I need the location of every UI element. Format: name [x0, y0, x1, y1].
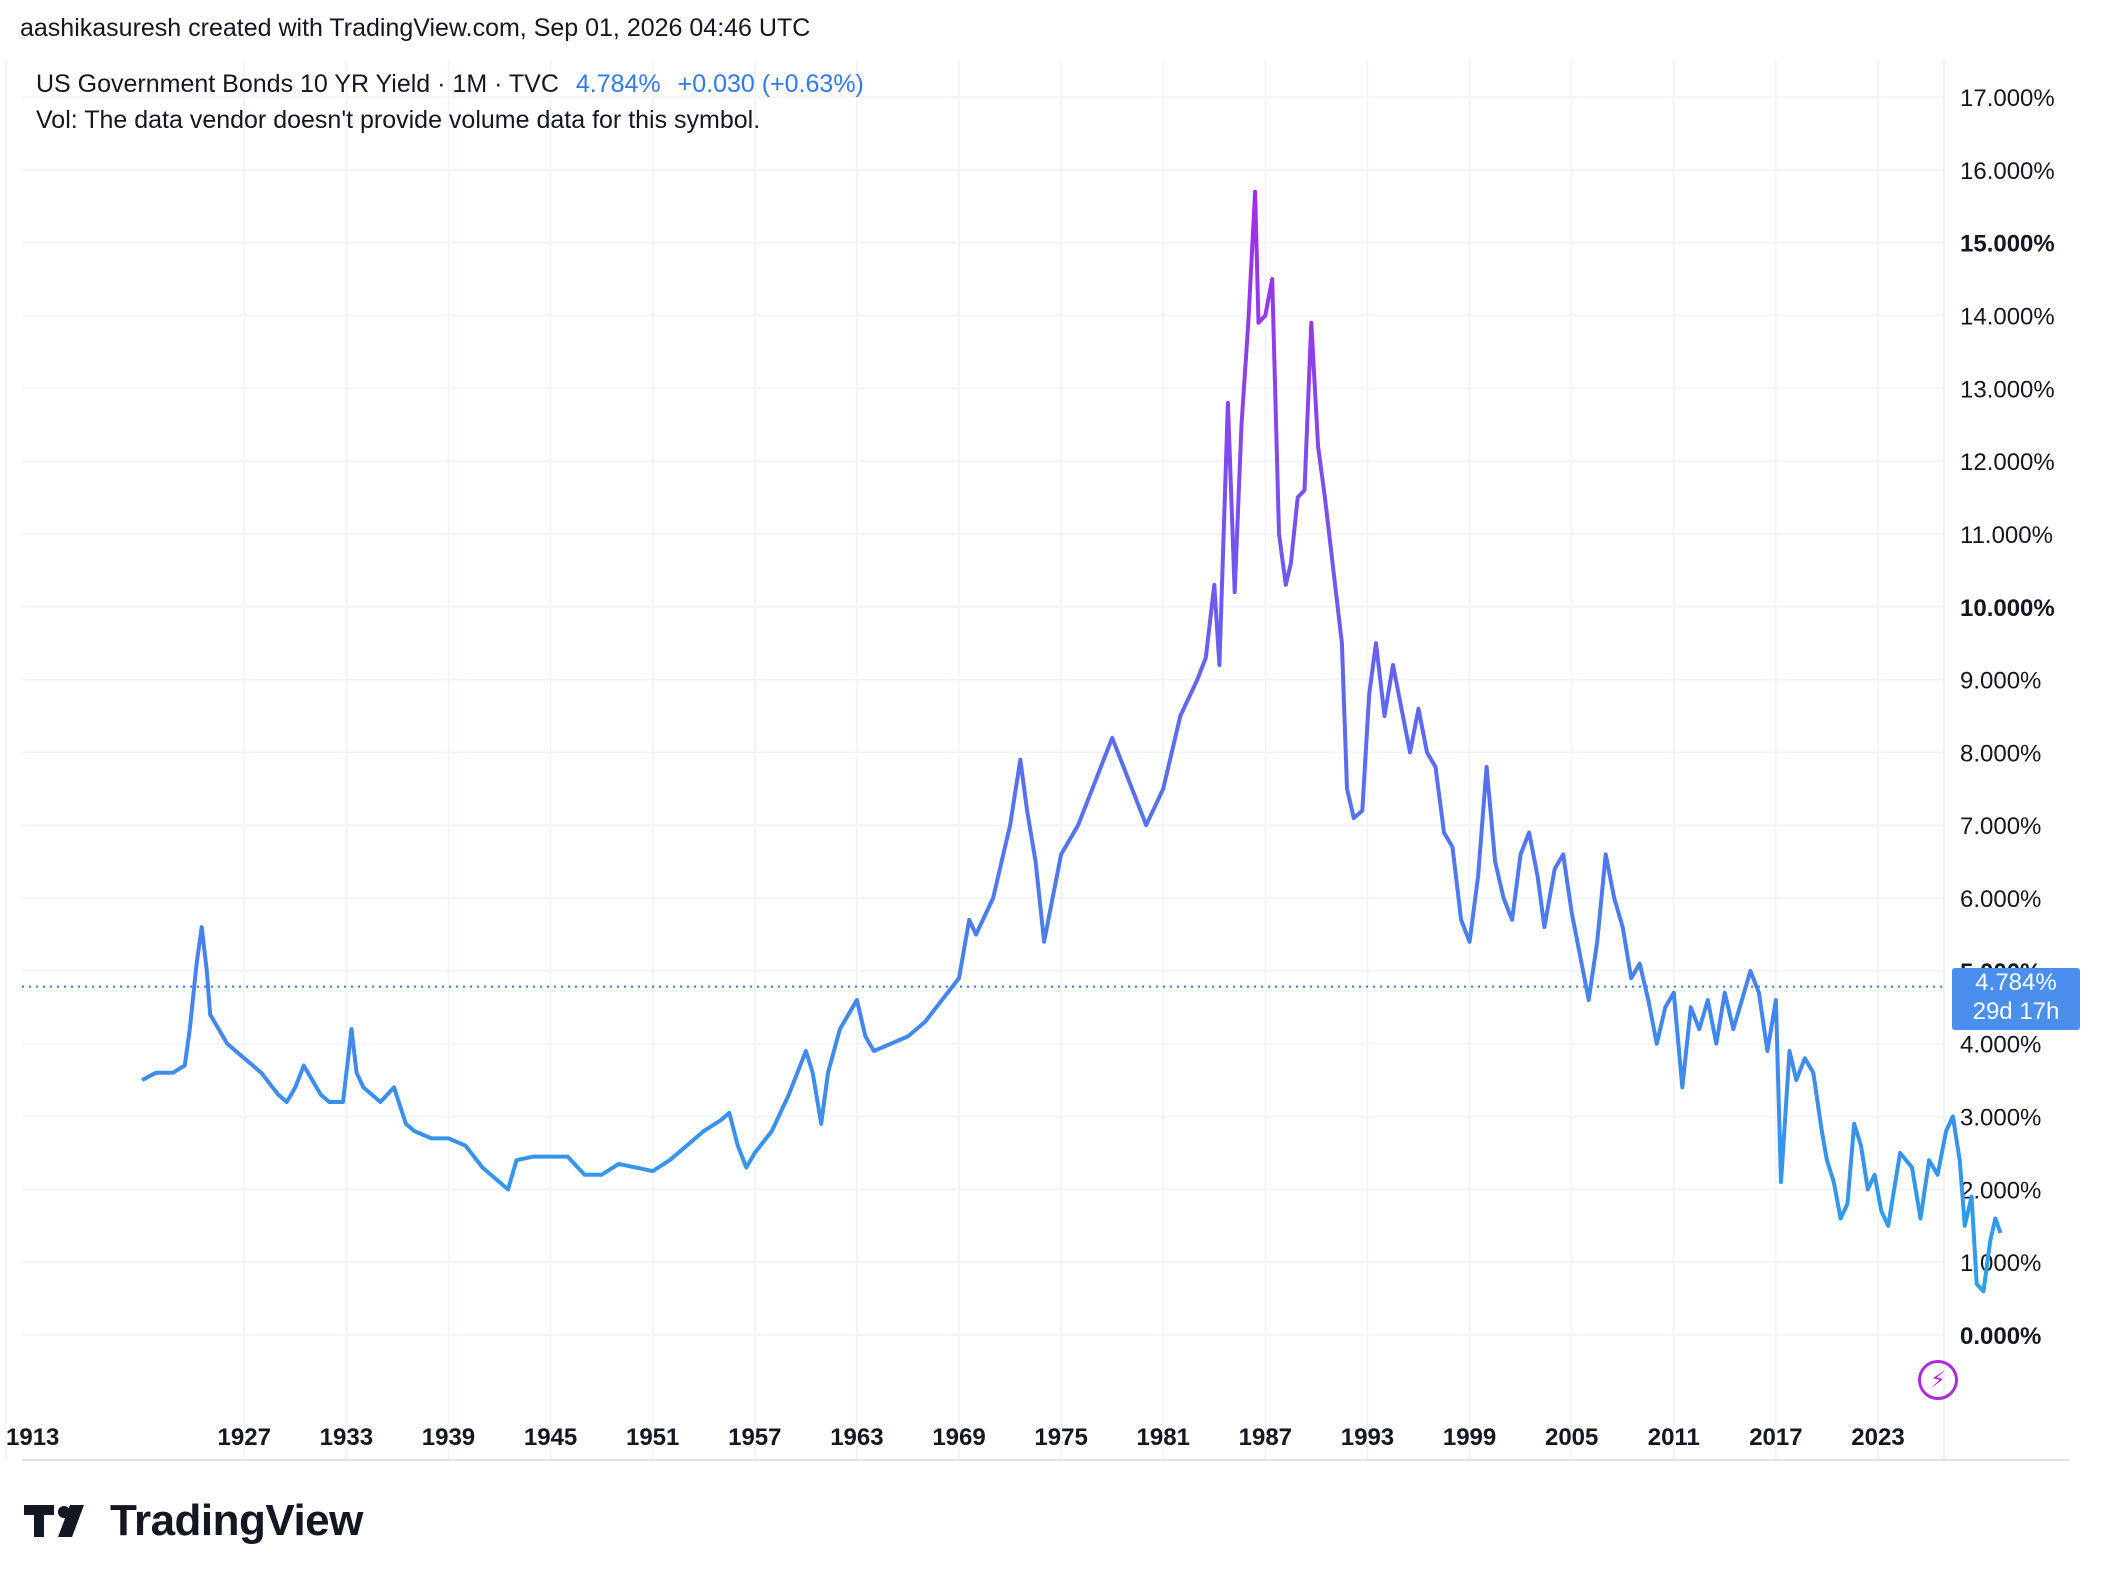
y-tick-label: 14.000% — [1960, 303, 2055, 330]
y-tick-label: 3.000% — [1960, 1105, 2041, 1132]
grid — [5, 60, 1944, 1460]
legend-change: +0.030 (+0.63%) — [677, 70, 864, 98]
x-tick-label: 1981 — [1137, 1424, 1190, 1451]
x-tick-label: 1939 — [422, 1424, 475, 1451]
x-tick-label: 1975 — [1034, 1424, 1087, 1451]
y-tick-label: 4.000% — [1960, 1032, 2041, 1059]
tradingview-logo[interactable]: TradingView — [24, 1496, 363, 1546]
y-tick-label: 10.000% — [1960, 595, 2055, 622]
x-tick-label: 1993 — [1341, 1424, 1394, 1451]
y-tick-label: 1.000% — [1960, 1250, 2041, 1277]
price-tag: 4.784% 29d 17h — [1952, 968, 2080, 1030]
y-tick-label: 15.000% — [1960, 231, 2055, 258]
x-tick-label: 1927 — [218, 1424, 271, 1451]
x-tick-label: 1913 — [6, 1424, 59, 1451]
x-tick-label: 1987 — [1239, 1424, 1292, 1451]
tv-logo-icon — [24, 1505, 84, 1537]
x-tick-label: 1945 — [524, 1424, 577, 1451]
credit-text: aashikasuresh created with TradingView.c… — [20, 14, 811, 42]
y-axis: 17.000% 16.000% 15.000% 14.000% 13.000% 12.00… — [1960, 85, 2055, 1350]
legend[interactable]: US Government Bonds 10 YR Yield · 1M · T… — [36, 70, 864, 99]
chart-area[interactable]: 1913 1927 1933 1939 1945 1951 1957 1963 1969 1975… — [0, 0, 2108, 1470]
x-tick-label: 1951 — [626, 1424, 679, 1451]
logo-wordmark: TradingView — [110, 1496, 363, 1545]
x-tick-label: 2017 — [1749, 1424, 1802, 1451]
x-tick-label: 1969 — [932, 1424, 985, 1451]
x-tick-label: 2011 — [1648, 1424, 1700, 1451]
x-axis: 1913 1927 1933 1939 1945 1951 1957 1963 1969 1975… — [6, 1424, 1905, 1451]
y-tick-label: 16.000% — [1960, 158, 2055, 185]
x-tick-label: 2023 — [1851, 1424, 1904, 1451]
y-tick-label: 6.000% — [1960, 886, 2041, 913]
chart-svg[interactable]: 1913 1927 1933 1939 1945 1951 1957 1963 1969 1975… — [0, 0, 2108, 1470]
price-tag-countdown: 29d 17h — [1972, 998, 2060, 1025]
legend-symbol: US Government Bonds 10 YR Yield · 1M · T… — [36, 70, 559, 98]
x-tick-label: 1963 — [830, 1424, 883, 1451]
x-tick-label: 1933 — [320, 1424, 373, 1451]
y-tick-label: 11.000% — [1960, 522, 2053, 549]
y-tick-label: 8.000% — [1960, 740, 2041, 767]
volume-note: Vol: The data vendor doesn't provide vol… — [36, 106, 761, 134]
price-tag-value: 4.784% — [1975, 969, 2057, 996]
x-tick-label: 1957 — [728, 1424, 781, 1451]
x-tick-label: 1999 — [1443, 1424, 1496, 1451]
y-tick-label: 12.000% — [1960, 449, 2055, 476]
y-tick-label: 17.000% — [1960, 85, 2055, 112]
x-tick-label: 2005 — [1545, 1424, 1598, 1451]
y-tick-label: 0.000% — [1960, 1323, 2041, 1350]
y-tick-label: 13.000% — [1960, 376, 2055, 403]
y-tick-label: 7.000% — [1960, 813, 2041, 840]
yield-series-line — [141, 189, 2003, 1294]
lightning-icon[interactable]: ⚡ — [1918, 1360, 1958, 1400]
y-tick-label: 9.000% — [1960, 668, 2041, 695]
legend-last-value: 4.784% — [575, 70, 661, 98]
